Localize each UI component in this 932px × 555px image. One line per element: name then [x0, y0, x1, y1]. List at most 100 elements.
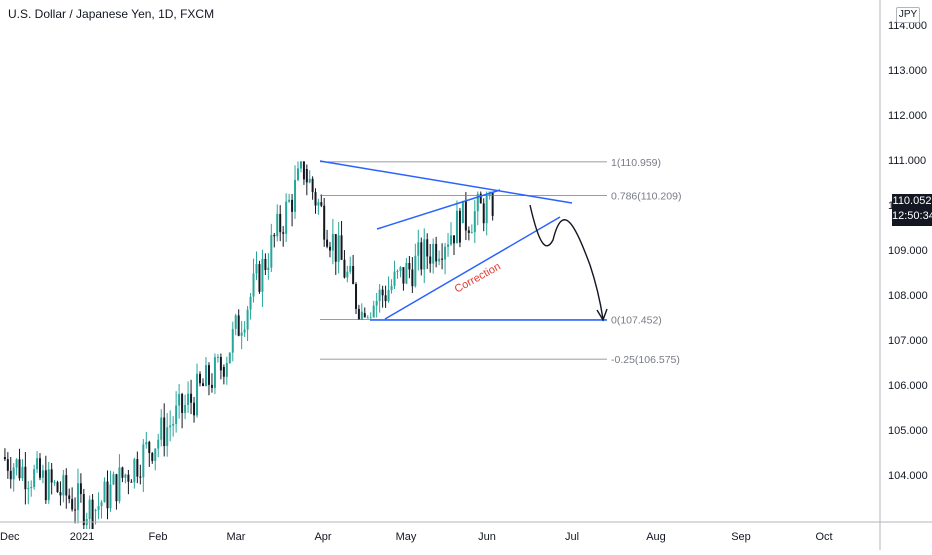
candle-body[interactable] — [178, 394, 181, 406]
candle-body[interactable] — [166, 427, 169, 447]
candle-body[interactable] — [363, 313, 366, 318]
candle-body[interactable] — [340, 235, 343, 260]
candle-body[interactable] — [464, 200, 467, 231]
candle-body[interactable] — [76, 483, 79, 510]
candle-body[interactable] — [213, 357, 216, 388]
candle-body[interactable] — [41, 470, 44, 478]
candle-body[interactable] — [169, 425, 172, 428]
candle-body[interactable] — [450, 235, 453, 245]
candle-body[interactable] — [44, 470, 47, 501]
candle-body[interactable] — [423, 239, 426, 270]
candle-body[interactable] — [320, 202, 323, 206]
candle-body[interactable] — [432, 243, 435, 264]
candle-body[interactable] — [145, 441, 148, 445]
candle-body[interactable] — [18, 459, 21, 479]
candle-body[interactable] — [33, 469, 36, 488]
candle-body[interactable] — [219, 356, 222, 371]
candle-body[interactable] — [118, 467, 121, 502]
candle-body[interactable] — [314, 192, 317, 206]
candle-body[interactable] — [270, 235, 273, 268]
upper-trendline[interactable] — [319, 160, 573, 204]
candle-body[interactable] — [470, 232, 473, 234]
candle-body[interactable] — [21, 466, 24, 479]
candle-body[interactable] — [160, 417, 163, 440]
candle-body[interactable] — [222, 367, 225, 377]
candle-body[interactable] — [435, 243, 438, 262]
candle-body[interactable] — [154, 448, 157, 461]
candle-body[interactable] — [196, 373, 199, 416]
candle-body[interactable] — [375, 300, 378, 306]
candle-body[interactable] — [190, 393, 193, 403]
candle-body[interactable] — [393, 271, 396, 286]
candle-body[interactable] — [294, 179, 297, 212]
support-trendline[interactable] — [384, 216, 561, 320]
candle-body[interactable] — [461, 200, 464, 223]
y-axis-ticks[interactable]: 104.000 105.000 106.000 107.000 108.000 109.0… — [888, 20, 928, 482]
candle-body[interactable] — [175, 405, 178, 424]
candle-body[interactable] — [157, 439, 160, 449]
candle-body[interactable] — [109, 484, 112, 509]
candle-body[interactable] — [405, 262, 408, 284]
candle-body[interactable] — [24, 466, 27, 490]
candle-body[interactable] — [473, 211, 476, 233]
candle-body[interactable] — [163, 417, 166, 447]
candle-body[interactable] — [56, 482, 59, 493]
candle-body[interactable] — [420, 242, 423, 270]
candle-body[interactable] — [228, 352, 231, 363]
candle-body[interactable] — [187, 393, 190, 405]
candle-body[interactable] — [352, 266, 355, 285]
candle-body[interactable] — [82, 494, 85, 526]
candle-body[interactable] — [369, 317, 372, 319]
candle-body[interactable] — [302, 161, 305, 180]
candle-body[interactable] — [148, 441, 151, 454]
candle-body[interactable] — [402, 267, 405, 284]
candle-body[interactable] — [390, 285, 393, 291]
candle-body[interactable] — [193, 402, 196, 416]
candle-body[interactable] — [349, 266, 352, 272]
candle-body[interactable] — [3, 457, 6, 460]
candle-body[interactable] — [264, 258, 267, 270]
candle-body[interactable] — [12, 467, 15, 480]
candle-body[interactable] — [136, 459, 139, 477]
candle-body[interactable] — [38, 458, 41, 478]
projection-path[interactable] — [529, 204, 604, 320]
candle-body[interactable] — [240, 332, 243, 336]
candle-body[interactable] — [399, 267, 402, 272]
candle-body[interactable] — [285, 201, 288, 234]
candle-body[interactable] — [139, 476, 142, 478]
candle-body[interactable] — [204, 365, 207, 386]
currency-badge[interactable]: JPY — [896, 7, 920, 23]
candle-body[interactable] — [127, 474, 130, 482]
candle-body[interactable] — [476, 193, 479, 212]
candle-body[interactable] — [479, 193, 482, 204]
candle-body[interactable] — [62, 475, 65, 496]
candle-body[interactable] — [387, 290, 390, 302]
candle-body[interactable] — [452, 235, 455, 244]
candle-body[interactable] — [231, 328, 234, 353]
candle-body[interactable] — [485, 195, 488, 224]
candle-body[interactable] — [467, 230, 470, 233]
candle-body[interactable] — [458, 210, 461, 243]
candle-body[interactable] — [455, 210, 458, 244]
candle-body[interactable] — [100, 502, 103, 507]
candle-body[interactable] — [91, 499, 94, 529]
candle-body[interactable] — [384, 295, 387, 302]
candle-body[interactable] — [9, 470, 12, 480]
candle-body[interactable] — [94, 510, 97, 512]
candle-body[interactable] — [201, 383, 204, 386]
candle-body[interactable] — [357, 308, 360, 320]
candle-body[interactable] — [234, 315, 237, 329]
candle-body[interactable] — [378, 289, 381, 301]
candle-body[interactable] — [115, 474, 118, 502]
candle-body[interactable] — [323, 205, 326, 240]
candle-body[interactable] — [210, 384, 213, 388]
candle-body[interactable] — [216, 356, 219, 358]
candle-body[interactable] — [97, 506, 100, 511]
candle-body[interactable] — [142, 444, 145, 478]
candle-body[interactable] — [279, 213, 282, 233]
candle-body[interactable] — [6, 459, 9, 471]
candle-body[interactable] — [249, 296, 252, 310]
x-axis-ticks[interactable]: Dec 2021 Feb Mar Apr May Jun Jul Aug Sep Oct — [0, 531, 833, 543]
